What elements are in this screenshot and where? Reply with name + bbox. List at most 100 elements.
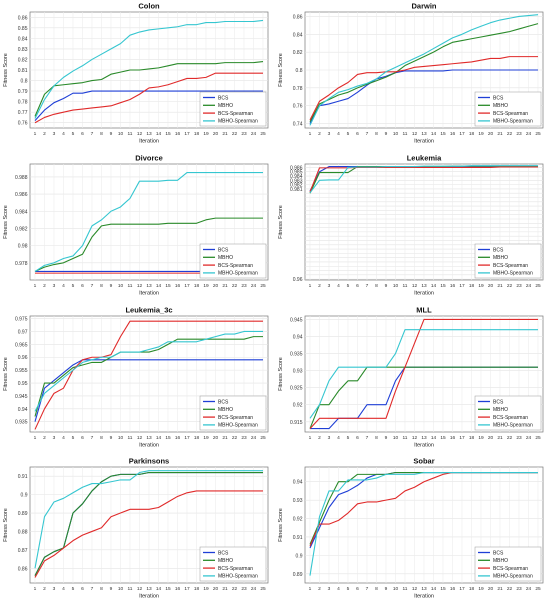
x-tick-label: 9 bbox=[110, 131, 113, 137]
x-tick-label: 19 bbox=[478, 435, 484, 441]
x-tick-label: 17 bbox=[459, 283, 465, 289]
legend-entry: BCS bbox=[493, 95, 504, 101]
series-line-mbho bbox=[309, 23, 539, 123]
chart-parkinsons: Parkinsons 0.86 0.87 0.88 0.89 0.9 0.91 1 2 3 4 5 6 7… bbox=[0, 455, 275, 607]
x-tick-label: 22 bbox=[232, 435, 238, 441]
x-tick-label: 5 bbox=[72, 435, 75, 441]
x-tick-label: 17 bbox=[184, 131, 190, 137]
x-tick-label: 17 bbox=[184, 586, 190, 592]
x-tick-label: 5 bbox=[347, 435, 350, 441]
x-tick-label: 13 bbox=[421, 131, 427, 137]
x-tick-label: 14 bbox=[431, 283, 437, 289]
y-tick-label: 0.9 bbox=[21, 493, 28, 499]
legend-entry: MBHO bbox=[493, 255, 508, 261]
x-tick-label: 17 bbox=[459, 131, 465, 137]
x-tick-label: 12 bbox=[412, 283, 418, 289]
x-tick-label: 18 bbox=[194, 586, 200, 592]
x-tick-label: 15 bbox=[165, 435, 171, 441]
x-tick-label: 17 bbox=[184, 283, 190, 289]
x-tick-label: 7 bbox=[91, 586, 94, 592]
x-tick-label: 4 bbox=[337, 283, 340, 289]
y-tick-label: 0.86 bbox=[293, 14, 303, 20]
x-tick-label: 14 bbox=[156, 283, 162, 289]
x-tick-label: 21 bbox=[497, 283, 503, 289]
x-tick-label: 16 bbox=[175, 131, 181, 137]
x-tick-label: 19 bbox=[478, 131, 484, 137]
legend-entry: MBHO-Spearman bbox=[218, 574, 258, 580]
x-tick-label: 4 bbox=[337, 435, 340, 441]
x-tick-label: 23 bbox=[516, 283, 522, 289]
x-tick-label: 8 bbox=[375, 586, 378, 592]
x-tick-label: 9 bbox=[110, 435, 113, 441]
x-tick-label: 11 bbox=[128, 131, 133, 137]
x-tick-label: 16 bbox=[175, 586, 181, 592]
y-tick-label: 0.76 bbox=[18, 121, 28, 127]
x-tick-label: 15 bbox=[165, 586, 171, 592]
x-tick-label: 23 bbox=[516, 435, 522, 441]
chart-sobar: Sobar 0.89 0.9 0.91 0.92 0.93 0.94 1 2 3 4 5 6 7 8 9 10 1… bbox=[275, 455, 550, 607]
legend-entry: MBHO bbox=[218, 103, 233, 109]
chart-leukemia: Leukemia 0.96 0.981 0.982 0.983 0.984 0.985 0.9… bbox=[275, 152, 550, 304]
x-tick-label: 7 bbox=[91, 435, 94, 441]
x-tick-label: 25 bbox=[260, 283, 266, 289]
legend-entry: BCS bbox=[493, 551, 504, 557]
x-tick-label: 12 bbox=[137, 283, 143, 289]
series-line-mbho-spearman bbox=[34, 171, 263, 272]
x-tick-label: 17 bbox=[184, 435, 190, 441]
chart-title: Divorce bbox=[135, 153, 163, 162]
x-tick-label: 10 bbox=[118, 283, 124, 289]
y-tick-label: 0.988 bbox=[15, 175, 28, 181]
chart-svg: Colon 0.76 0.77 0.78 0.79 0.8 0.81 0.82 0.83 0.84… bbox=[3, 2, 269, 145]
chart-svg: Leukemia 0.96 0.9810.9820.9830.9840.9850.9… bbox=[278, 153, 544, 296]
x-tick-label: 3 bbox=[53, 435, 56, 441]
x-tick-label: 5 bbox=[72, 131, 75, 137]
x-tick-label: 19 bbox=[478, 586, 484, 592]
y-tick-label: 0.986 bbox=[15, 192, 28, 198]
x-tick-label: 22 bbox=[507, 131, 513, 137]
x-tick-label: 10 bbox=[118, 586, 124, 592]
chart-divorce: Divorce 0.978 0.98 0.982 0.984 0.986 0.988 1 2 3 4… bbox=[0, 152, 275, 304]
x-tick-label: 6 bbox=[81, 283, 84, 289]
x-tick-label: 21 bbox=[222, 586, 228, 592]
legend-entry: MBHO-Spearman bbox=[218, 119, 258, 125]
x-tick-label: 19 bbox=[203, 283, 209, 289]
series-line-mbho-spearman bbox=[309, 164, 538, 193]
x-tick-label: 18 bbox=[194, 283, 200, 289]
x-tick-label: 25 bbox=[260, 131, 266, 137]
x-tick-label: 25 bbox=[535, 586, 541, 592]
chart-title: Leukemia bbox=[407, 153, 442, 162]
x-tick-label: 20 bbox=[488, 435, 494, 441]
x-tick-label: 20 bbox=[488, 131, 494, 137]
x-tick-label: 4 bbox=[337, 131, 340, 137]
series-line-bcs bbox=[34, 90, 263, 121]
series-line-bcs-spearman bbox=[309, 318, 538, 429]
x-tick-label: 23 bbox=[516, 586, 522, 592]
x-tick-label: 1 bbox=[34, 586, 37, 592]
x-tick-label: 12 bbox=[412, 435, 418, 441]
y-tick-label: 0.74 bbox=[293, 122, 303, 128]
legend-entry: BCS bbox=[493, 399, 504, 405]
x-axis-label: Iteration bbox=[139, 139, 159, 145]
y-axis-label: Fitness Score bbox=[3, 205, 9, 239]
y-tick-label: 0.94 bbox=[293, 480, 303, 486]
x-tick-label: 25 bbox=[535, 283, 541, 289]
y-tick-label: 0.983 bbox=[290, 178, 303, 184]
y-tick-label: 0.77 bbox=[18, 110, 28, 116]
x-tick-label: 18 bbox=[194, 131, 200, 137]
x-tick-label: 13 bbox=[421, 283, 427, 289]
y-tick-label: 0.935 bbox=[15, 419, 28, 425]
x-tick-label: 5 bbox=[347, 131, 350, 137]
y-tick-label: 0.915 bbox=[290, 419, 303, 425]
legend-entry: MBHO-Spearman bbox=[493, 574, 533, 580]
x-tick-label: 1 bbox=[309, 586, 312, 592]
series-line-mbho-spearman bbox=[34, 19, 264, 119]
x-tick-label: 11 bbox=[403, 131, 408, 137]
x-tick-label: 4 bbox=[337, 586, 340, 592]
x-tick-label: 4 bbox=[62, 586, 65, 592]
x-tick-label: 23 bbox=[516, 131, 522, 137]
y-tick-label: 0.86 bbox=[18, 567, 28, 573]
x-tick-label: 9 bbox=[385, 435, 388, 441]
